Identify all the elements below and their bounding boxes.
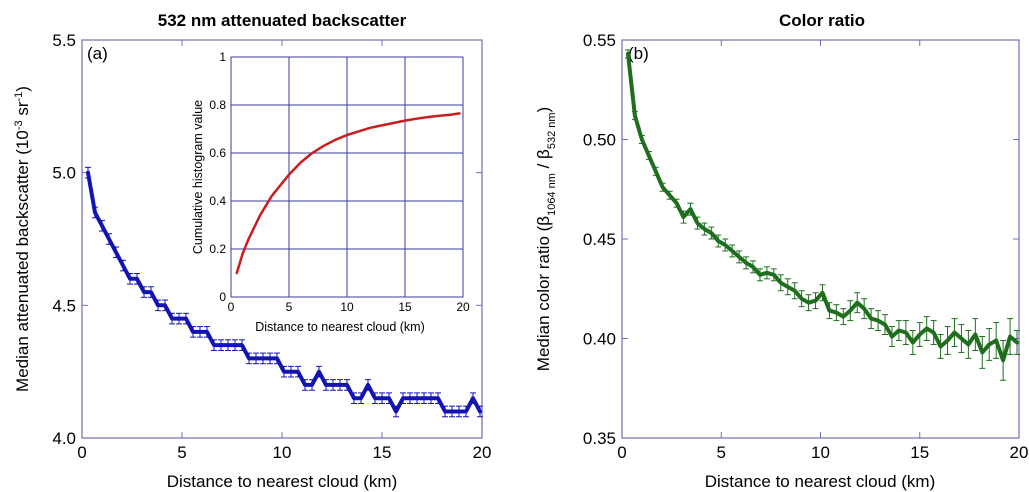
x-tick-label: 0 (617, 443, 626, 462)
y-tick-label: 0.40 (583, 330, 616, 349)
panel-b-y-tick-labels: 0.35 0.40 0.45 0.50 0.55 (583, 31, 616, 448)
inset-x-tick-label: 10 (340, 300, 354, 314)
inset-x-tick-label: 15 (398, 300, 412, 314)
y-tick-label: 4.5 (52, 296, 76, 315)
inset-y-tick-label: 0.6 (209, 146, 226, 160)
inset-x-tick-label: 5 (286, 300, 293, 314)
y-tick-label: 5.5 (52, 31, 76, 50)
inset-y-tick-label: 0.2 (209, 242, 226, 256)
y-tick-label: 0.50 (583, 131, 616, 150)
panel-a-title: 532 nm attenuated backscatter (158, 11, 407, 30)
y-tick-label: 0.45 (583, 230, 616, 249)
y-tick-label: 0.55 (583, 31, 616, 50)
panel-b-label: (b) (628, 44, 649, 63)
panel-a: 532 nm attenuated backscatter 0 5 10 15 20 4… (13, 11, 491, 491)
x-tick-label: 5 (177, 443, 186, 462)
panel-b-title: Color ratio (779, 11, 865, 30)
panel-b: Color ratio 0 5 10 15 20 0.35 0.40 0.45 0.50 0.5… (534, 11, 1028, 491)
panel-b-plot-frame (621, 39, 1020, 439)
panel-a-x-axis-label: Distance to nearest cloud (km) (167, 472, 398, 491)
inset-series-line (235, 112, 461, 275)
inset-y-tick-label: 0.8 (209, 98, 226, 112)
inset-y-axis-label: Cumulative histogram value (191, 100, 205, 254)
y-tick-label: 0.35 (583, 429, 616, 448)
x-tick-label: 15 (373, 443, 392, 462)
inset-x-axis-label: Distance to nearest cloud (km) (255, 320, 425, 334)
x-tick-label: 5 (717, 443, 726, 462)
y-tick-label: 4.0 (52, 429, 76, 448)
inset-x-tick-label: 20 (456, 300, 470, 314)
panel-b-series-line (626, 51, 1019, 363)
panel-a-x-tick-labels: 0 5 10 15 20 (77, 443, 491, 462)
panel-a-ticks (81, 39, 483, 439)
x-tick-label: 0 (77, 443, 86, 462)
inset-y-tick-label: 1 (219, 50, 226, 64)
x-tick-label: 10 (273, 443, 292, 462)
panel-a-inset: 0 5 10 15 20 0 0.2 0.4 0.6 0.8 1 Distance to near… (191, 50, 470, 334)
panel-b-y-axis-label: Median color ratio (β1064 nm / β532 nm) (534, 107, 558, 371)
x-tick-label: 10 (811, 443, 830, 462)
panel-b-ticks (621, 39, 1020, 439)
x-tick-label: 20 (1010, 443, 1029, 462)
inset-y-tick-label: 0 (219, 290, 226, 304)
x-tick-label: 20 (473, 443, 492, 462)
y-tick-label: 5.0 (52, 164, 76, 183)
panel-a-y-tick-labels: 4.0 4.5 5.0 5.5 (52, 31, 76, 448)
x-tick-label: 15 (910, 443, 929, 462)
panel-b-x-tick-labels: 0 5 10 15 20 (617, 443, 1028, 462)
inset-x-tick-label: 0 (228, 300, 235, 314)
panel-a-y-axis-label: Median attenuated backscatter (10-3 sr-1… (13, 86, 32, 392)
inset-x-tick-labels: 0 5 10 15 20 (228, 300, 470, 314)
panel-a-label: (a) (87, 44, 108, 63)
panel-b-x-axis-label: Distance to nearest cloud (km) (705, 472, 936, 491)
panel-a-series-line (86, 170, 482, 414)
inset-y-tick-label: 0.4 (209, 194, 226, 208)
inset-y-tick-labels: 0 0.2 0.4 0.6 0.8 1 (209, 50, 226, 304)
